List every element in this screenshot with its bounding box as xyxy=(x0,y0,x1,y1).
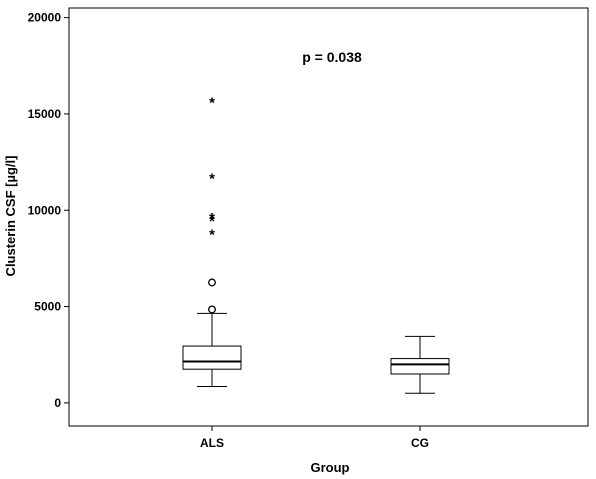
p-value-annotation: p = 0.038 xyxy=(302,49,362,65)
y-tick-label: 0 xyxy=(54,396,61,410)
x-axis: ALS CG xyxy=(200,426,429,450)
extreme-marker: * xyxy=(209,94,215,111)
iqr-box xyxy=(390,358,450,375)
iqr-box xyxy=(182,345,242,370)
y-tick-label: 20000 xyxy=(28,11,62,25)
outlier-marker xyxy=(208,305,216,314)
y-axis-title: Clusterin CSF [µg/l] xyxy=(3,156,18,277)
x-axis-title: Group xyxy=(311,460,350,475)
x-tick-label: CG xyxy=(411,436,429,450)
plot-frame xyxy=(68,7,589,427)
extreme-marker: * xyxy=(209,226,215,243)
y-axis: 0 5000 10000 15000 20000 xyxy=(28,11,69,410)
extreme-marker: * xyxy=(209,213,215,230)
extreme-marker: * xyxy=(209,210,215,227)
y-tick-label: 10000 xyxy=(28,203,62,217)
box-als: ***** xyxy=(182,94,242,388)
extreme-marker: * xyxy=(209,171,215,188)
y-tick-label: 5000 xyxy=(34,300,61,314)
box-series: ***** xyxy=(182,94,450,394)
outlier-marker xyxy=(208,278,216,287)
y-tick-label: 15000 xyxy=(28,107,62,121)
box-cg xyxy=(390,335,450,394)
x-tick-label: ALS xyxy=(200,436,224,450)
